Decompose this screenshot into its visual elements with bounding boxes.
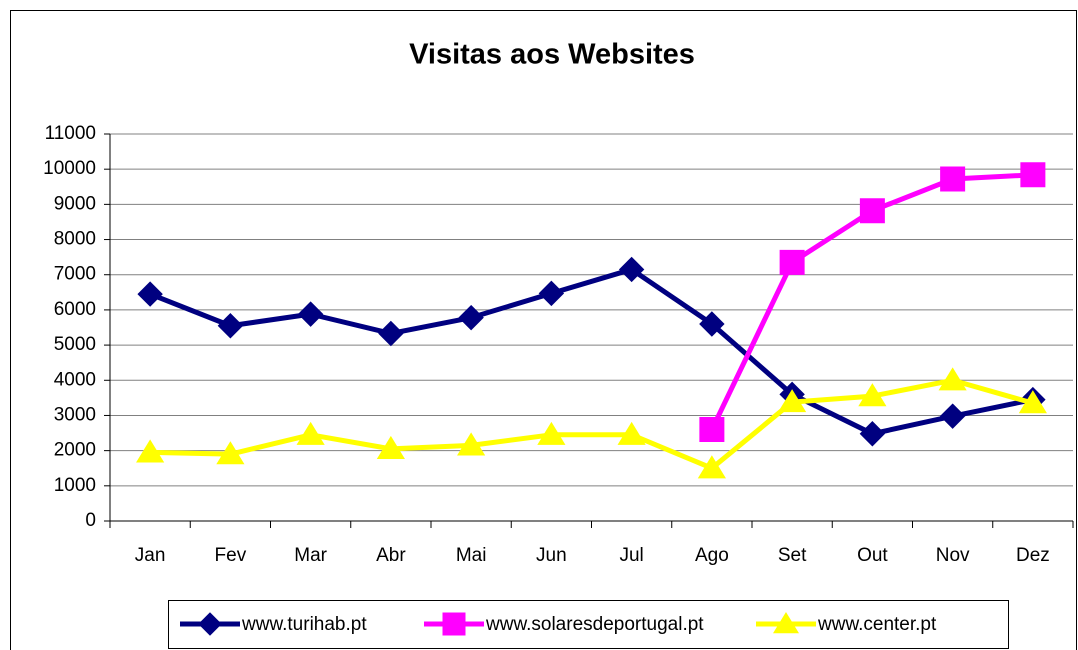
data-point: [378, 320, 404, 347]
data-point: [216, 441, 245, 465]
y-tick-label: 5000: [54, 334, 96, 355]
data-point: [699, 311, 725, 337]
legend-box: [168, 600, 1009, 649]
data-point: [137, 281, 163, 307]
data-point: [859, 198, 885, 224]
legend-label: www.solaresdeportugal.pt: [485, 614, 704, 635]
data-point: [617, 421, 646, 445]
y-tick-label: 11000: [45, 123, 96, 144]
data-point: [217, 313, 244, 339]
x-tick-label: Nov: [936, 545, 970, 566]
data-point: [858, 383, 887, 407]
data-point: [458, 304, 484, 331]
chart-frame: [10, 10, 1077, 650]
x-tick-label: Out: [857, 545, 888, 566]
x-tick-label: Abr: [376, 545, 406, 566]
series-line: [150, 377, 1034, 471]
data-point: [296, 421, 325, 445]
y-tick-label: 0: [85, 510, 96, 531]
data-point: [376, 435, 405, 459]
data-point: [778, 389, 807, 413]
data-point: [939, 403, 966, 429]
y-tick-label: 8000: [54, 229, 96, 250]
x-tick-label: Jul: [619, 545, 643, 566]
x-tick-label: Fev: [215, 545, 247, 566]
data-point: [938, 367, 967, 391]
data-point: [537, 421, 566, 445]
legend-marker: [442, 612, 466, 636]
legend-label: www.turihab.pt: [241, 614, 367, 635]
x-tick-label: Jun: [536, 545, 567, 566]
data-point: [618, 256, 645, 283]
legend-label: www.center.pt: [817, 614, 937, 635]
legend-marker: [773, 612, 799, 634]
y-tick-label: 3000: [54, 404, 96, 425]
y-tick-label: 6000: [54, 299, 96, 320]
data-point: [538, 280, 565, 307]
chart-title: Visitas aos Websites: [409, 39, 695, 71]
x-tick-label: Mai: [456, 545, 487, 566]
y-tick-label: 4000: [54, 369, 96, 390]
series-line: [149, 266, 1034, 437]
data-point: [297, 301, 324, 327]
legend-marker: [198, 612, 222, 636]
y-tick-label: 7000: [54, 264, 96, 285]
x-tick-label: Set: [778, 545, 807, 566]
x-tick-label: Jan: [135, 545, 166, 566]
x-tick-label: Mar: [294, 545, 327, 566]
x-tick-label: Ago: [695, 545, 729, 566]
data-point: [699, 417, 725, 443]
data-point: [940, 166, 966, 192]
data-point: [1018, 390, 1047, 414]
data-point: [859, 421, 886, 447]
data-point: [457, 432, 486, 456]
data-point: [697, 455, 726, 479]
data-point: [1020, 162, 1046, 188]
data-point: [136, 439, 165, 463]
y-tick-label: 2000: [54, 440, 96, 461]
y-tick-label: 1000: [54, 475, 96, 496]
x-tick-label: Dez: [1016, 545, 1050, 566]
data-point: [779, 249, 805, 275]
y-tick-label: 10000: [43, 158, 96, 179]
y-tick-label: 9000: [54, 193, 96, 214]
